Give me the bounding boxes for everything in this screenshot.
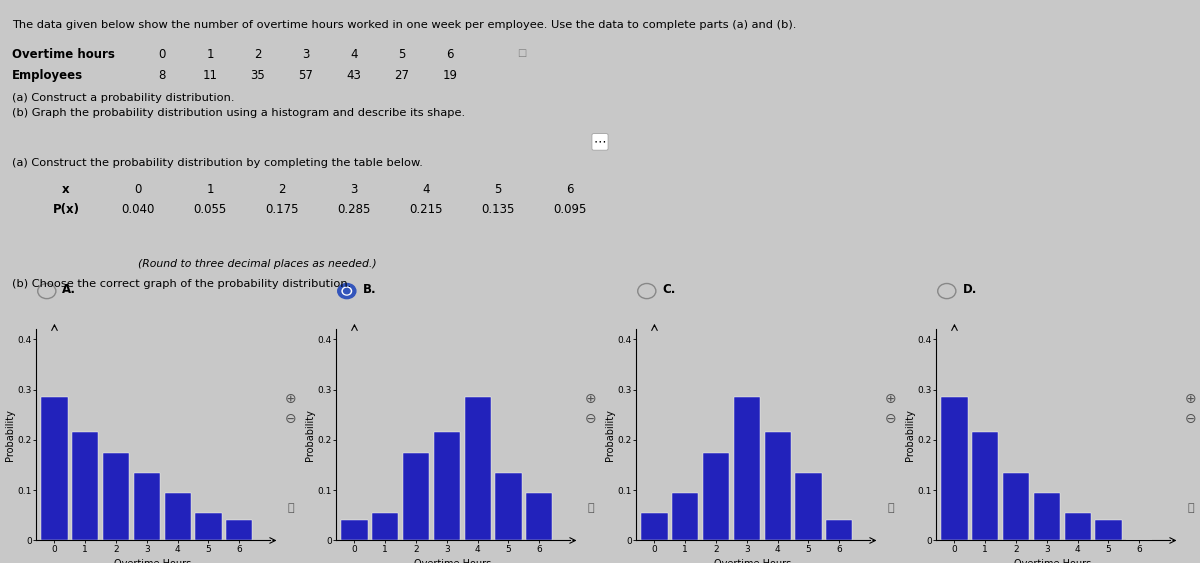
Bar	[641, 513, 667, 540]
Text: P(x): P(x)	[53, 203, 79, 216]
Text: 0.175: 0.175	[265, 203, 299, 216]
Text: ⋯: ⋯	[594, 135, 606, 149]
Text: ⧉: ⧉	[1188, 503, 1194, 513]
Y-axis label: Probability: Probability	[905, 409, 914, 461]
Text: ⧉: ⧉	[888, 503, 894, 513]
Text: 3: 3	[302, 48, 310, 61]
Text: 0.040: 0.040	[121, 203, 155, 216]
Text: ⊖: ⊖	[1186, 412, 1196, 426]
Bar	[1033, 493, 1060, 540]
Text: 2: 2	[254, 48, 262, 61]
Bar	[341, 520, 367, 540]
Bar	[972, 432, 998, 540]
Text: ⧉: ⧉	[588, 503, 594, 513]
Bar	[672, 493, 698, 540]
Text: 0.095: 0.095	[553, 203, 587, 216]
Text: (a) Construct a probability distribution.: (a) Construct a probability distribution…	[12, 93, 234, 103]
Bar	[433, 432, 460, 540]
Text: Overtime hours: Overtime hours	[12, 48, 115, 61]
Text: 1: 1	[206, 183, 214, 196]
Text: 1: 1	[206, 48, 214, 61]
Text: ⊕: ⊕	[886, 392, 896, 406]
Text: □: □	[517, 48, 527, 58]
Text: 3: 3	[350, 183, 358, 196]
Bar	[72, 432, 98, 540]
Bar	[703, 453, 730, 540]
Bar	[826, 520, 852, 540]
X-axis label: Overtime Hours: Overtime Hours	[1014, 559, 1092, 563]
Text: 0.135: 0.135	[481, 203, 515, 216]
Text: 0.285: 0.285	[337, 203, 371, 216]
Text: 4: 4	[350, 48, 358, 61]
Text: (b) Choose the correct graph of the probability distribution.: (b) Choose the correct graph of the prob…	[12, 279, 352, 289]
Text: The data given below show the number of overtime hours worked in one week per em: The data given below show the number of …	[12, 20, 797, 30]
Text: (b) Graph the probability distribution using a histogram and describe its shape.: (b) Graph the probability distribution u…	[12, 108, 466, 118]
Text: 43: 43	[347, 69, 361, 82]
Circle shape	[343, 288, 350, 294]
Text: 19: 19	[443, 69, 457, 82]
Text: 6: 6	[446, 48, 454, 61]
X-axis label: Overtime Hours: Overtime Hours	[714, 559, 792, 563]
Text: 5: 5	[494, 183, 502, 196]
Bar	[164, 493, 191, 540]
Text: 0: 0	[158, 48, 166, 61]
Text: ⊖: ⊖	[886, 412, 896, 426]
Bar	[103, 453, 130, 540]
Text: 8: 8	[158, 69, 166, 82]
Text: 0.215: 0.215	[409, 203, 443, 216]
Text: ⊕: ⊕	[1186, 392, 1196, 406]
Text: A.: A.	[62, 283, 77, 297]
Bar	[41, 397, 67, 540]
Text: 57: 57	[299, 69, 313, 82]
Text: 11: 11	[203, 69, 217, 82]
Text: 27: 27	[395, 69, 409, 82]
Y-axis label: Probability: Probability	[605, 409, 614, 461]
Text: 5: 5	[398, 48, 406, 61]
Text: D.: D.	[962, 283, 977, 297]
Text: B.: B.	[362, 283, 376, 297]
Text: ⧉: ⧉	[288, 503, 294, 513]
Bar	[226, 520, 252, 540]
Bar	[464, 397, 491, 540]
Bar	[496, 472, 522, 540]
Text: ⊕: ⊕	[586, 392, 596, 406]
Bar	[196, 513, 222, 540]
Bar	[733, 397, 760, 540]
Circle shape	[342, 287, 352, 295]
Text: (a) Construct the probability distribution by completing the table below.: (a) Construct the probability distributi…	[12, 158, 422, 168]
Y-axis label: Probability: Probability	[5, 409, 14, 461]
Text: 0.055: 0.055	[193, 203, 227, 216]
Bar	[764, 432, 791, 540]
Text: C.: C.	[662, 283, 676, 297]
Bar	[403, 453, 430, 540]
Bar	[1064, 513, 1091, 540]
Bar	[796, 472, 822, 540]
Y-axis label: Probability: Probability	[305, 409, 314, 461]
Bar	[1003, 472, 1030, 540]
X-axis label: Overtime Hours: Overtime Hours	[114, 559, 192, 563]
Bar	[372, 513, 398, 540]
Text: x: x	[62, 183, 70, 196]
Text: ⊖: ⊖	[286, 412, 296, 426]
Text: 6: 6	[566, 183, 574, 196]
Bar	[1096, 520, 1122, 540]
Text: 35: 35	[251, 69, 265, 82]
Bar	[941, 397, 967, 540]
Text: 0: 0	[134, 183, 142, 196]
Text: 2: 2	[278, 183, 286, 196]
Bar	[526, 493, 552, 540]
Text: ⊕: ⊕	[286, 392, 296, 406]
Text: 4: 4	[422, 183, 430, 196]
Text: Employees: Employees	[12, 69, 83, 82]
X-axis label: Overtime Hours: Overtime Hours	[414, 559, 492, 563]
Bar	[133, 472, 160, 540]
Text: (Round to three decimal places as needed.): (Round to three decimal places as needed…	[138, 259, 377, 269]
Circle shape	[337, 284, 356, 298]
Text: ⊖: ⊖	[586, 412, 596, 426]
